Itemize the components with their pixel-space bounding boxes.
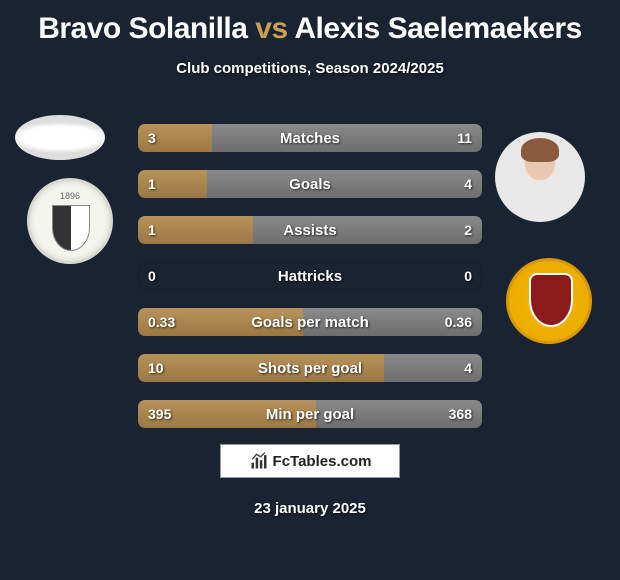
stat-bar-left-fill (138, 400, 316, 428)
stat-row: Goals per match0.330.36 (138, 308, 482, 336)
stat-bar-right-fill (253, 216, 482, 244)
date-label: 23 january 2025 (0, 500, 620, 517)
stat-label: Hattricks (138, 262, 482, 290)
stat-bar-right-fill (207, 170, 482, 198)
stat-value-right: 0 (454, 262, 482, 290)
comparison-title: Bravo Solanilla vs Alexis Saelemaekers (0, 0, 620, 46)
player1-photo (15, 115, 105, 160)
stat-bar-left-fill (138, 124, 212, 152)
stat-bar-left-fill (138, 354, 384, 382)
subtitle: Club competitions, Season 2024/2025 (0, 60, 620, 77)
stat-row: Hattricks0 0 (138, 262, 482, 290)
stat-value-left: 0 (138, 262, 166, 290)
player2-photo (495, 132, 585, 222)
player2-club-badge (506, 258, 592, 344)
stat-bar-left-fill (138, 216, 253, 244)
stat-bars-container: Matches311 Goals14 Assists12 Hattricks0 0 Goa… (138, 124, 482, 446)
title-player2: Alexis Saelemaekers (294, 12, 581, 45)
stat-bar-right-fill (303, 308, 482, 336)
stat-row: Assists12 (138, 216, 482, 244)
stat-bar-right-fill (212, 124, 482, 152)
stat-row: Matches311 (138, 124, 482, 152)
stat-row: Goals14 (138, 170, 482, 198)
title-player1: Bravo Solanilla (38, 12, 247, 45)
stat-bar-left-fill (138, 170, 207, 198)
stat-bar-right-fill (316, 400, 482, 428)
player1-club-badge (27, 178, 113, 264)
chart-icon (249, 451, 269, 471)
stat-bar-right-fill (384, 354, 482, 382)
stat-bar-left-fill (138, 308, 303, 336)
title-vs: vs (255, 12, 287, 45)
stat-row: Min per goal395368 (138, 400, 482, 428)
watermark-text: FcTables.com (273, 453, 372, 470)
watermark: FcTables.com (220, 444, 400, 478)
stat-row: Shots per goal104 (138, 354, 482, 382)
